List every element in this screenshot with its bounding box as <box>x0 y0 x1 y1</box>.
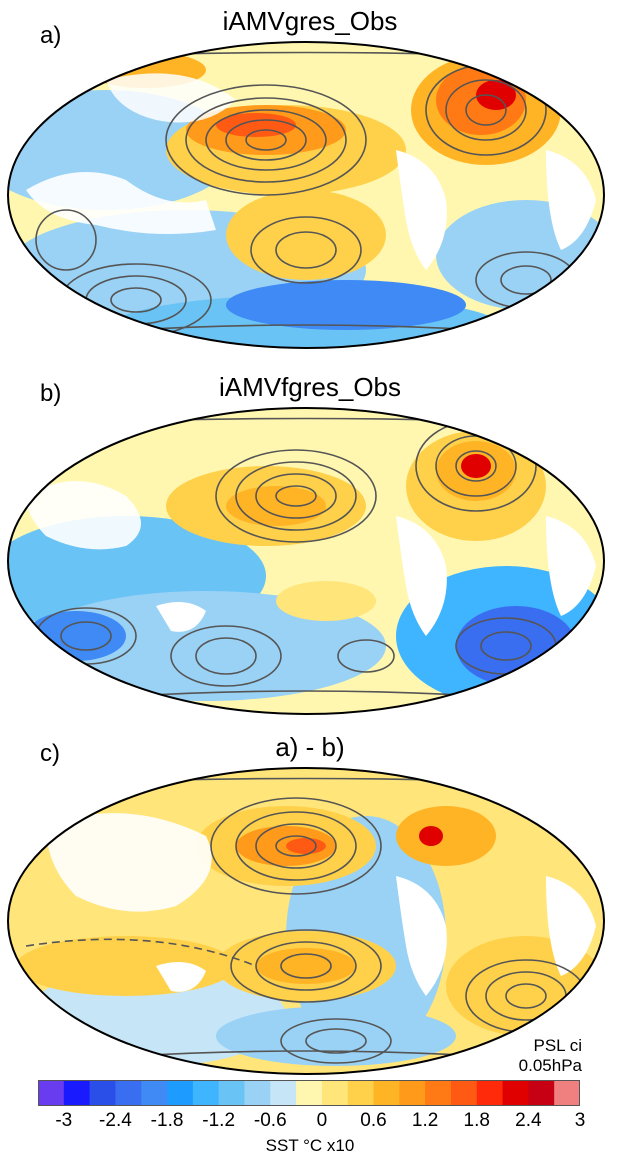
panel-letter: a) <box>40 22 62 49</box>
panel-title: iAMVgres_Obs <box>222 6 398 36</box>
colorbar-tick-label: 2.4 <box>515 1110 542 1131</box>
colorbar-tick-label: 0.6 <box>360 1110 387 1131</box>
colorbar-swatch <box>554 1080 580 1106</box>
colorbar-swatch <box>347 1080 375 1106</box>
panel-a: a) iAMVgres_Obs <box>0 0 620 360</box>
colorbar-swatch <box>115 1080 142 1106</box>
colorbar-swatch <box>321 1080 349 1106</box>
colorbar-swatch <box>425 1080 452 1106</box>
colorbar-tick-label: -1.8 <box>150 1110 184 1131</box>
colorbar-tick-label: 3 <box>574 1110 586 1131</box>
colorbar-swatch <box>63 1080 91 1106</box>
colorbar-swatch <box>218 1080 245 1106</box>
colorbar-frame <box>38 1080 580 1106</box>
colorbar-tick-label: 0 <box>316 1110 328 1131</box>
colorbar-tick-label: -3 <box>55 1110 73 1131</box>
panel-letter: b) <box>40 380 62 407</box>
map-sst-psl <box>7 407 605 715</box>
colorbar-swatch <box>373 1080 400 1106</box>
colorbar-tick-label: 1.8 <box>463 1110 490 1131</box>
sst-colorbar <box>38 1080 580 1106</box>
panel-b: b) iAMVfgres_Obs <box>0 368 620 728</box>
colorbar-swatch <box>192 1080 220 1106</box>
colorbar-tick-label: -1.2 <box>202 1110 236 1131</box>
contour-note-line2: 0.05hPa <box>518 1056 582 1075</box>
colorbar-swatch <box>270 1080 297 1106</box>
colorbar-swatch <box>399 1080 426 1106</box>
colorbar-swatch <box>141 1080 168 1106</box>
contour-note-line1: PSL ci <box>533 1036 582 1055</box>
colorbar-label: SST °C x10 <box>265 1136 355 1155</box>
panel-letter: c) <box>40 740 60 767</box>
panel-c: c) a) - b) <box>0 730 620 1075</box>
colorbar-swatch <box>38 1080 65 1106</box>
colorbar-swatch <box>89 1080 116 1106</box>
colorbar-swatch <box>244 1080 271 1106</box>
panel-title: iAMVfgres_Obs <box>218 372 402 402</box>
colorbar-tick-label: 1.2 <box>411 1110 439 1131</box>
colorbar-swatch <box>502 1080 529 1106</box>
colorbar-swatch <box>167 1080 194 1106</box>
colorbar-ticks: -3 -2.4 -1.8 -1.2 -0.6 0 0.6 1.2 1.8 2.4 3 <box>38 1110 585 1134</box>
colorbar-swatch <box>528 1080 555 1106</box>
colorbar-swatch <box>450 1080 478 1106</box>
map-sst-psl <box>7 767 605 1075</box>
panel-title: a) - b) <box>275 732 345 762</box>
map-sst-psl <box>7 41 605 349</box>
colorbar-tick-label: -0.6 <box>253 1110 287 1131</box>
colorbar-swatch <box>476 1080 504 1106</box>
colorbar-swatch <box>296 1080 323 1106</box>
contour-interval-note: PSL ci 0.05hPa <box>490 1036 582 1076</box>
colorbar-tick-label: -2.4 <box>99 1110 132 1131</box>
